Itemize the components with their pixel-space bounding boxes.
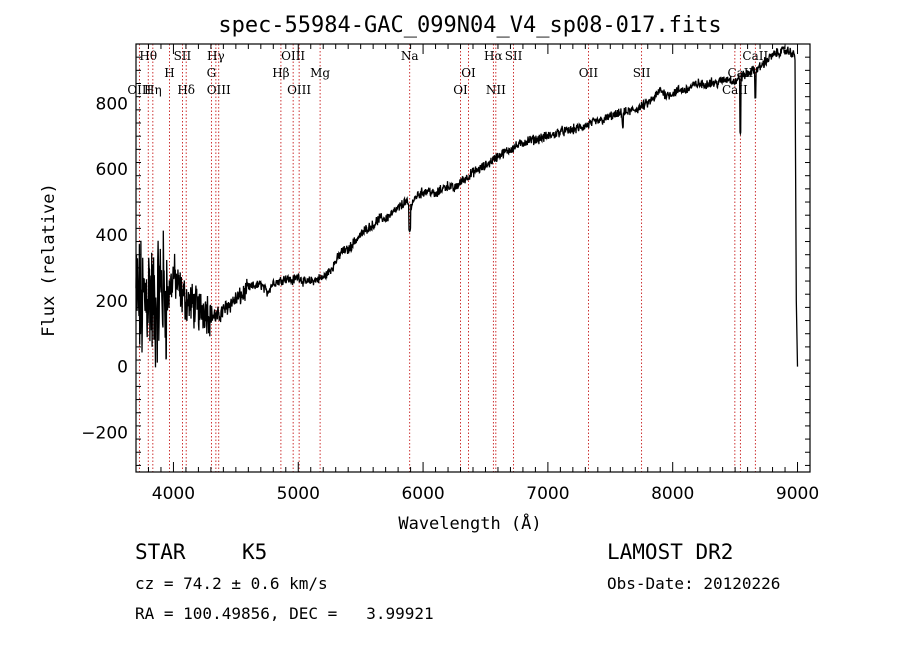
line-label: CaII <box>722 83 748 97</box>
y-tick-label: 600 <box>96 160 128 180</box>
line-label: Hα <box>484 49 503 63</box>
spectrum-line <box>135 46 799 368</box>
y-tick-label: 0 <box>117 358 128 378</box>
line-label: SII <box>633 66 651 80</box>
y-tick-label: −200 <box>81 423 128 443</box>
line-label: G <box>207 66 217 80</box>
obs-date: Obs-Date: 20120226 <box>607 574 781 593</box>
survey-name: LAMOST DR2 <box>607 540 734 564</box>
emission-line-markers: HθOIIIHηHSIIHδHγGOIIIOIIIHβOIIIMgNaOIOIH… <box>127 44 768 472</box>
coordinates: RA = 100.49856, DEC = 3.99921 <box>135 604 434 623</box>
line-label: OIII <box>287 83 311 97</box>
y-tick-label: 400 <box>96 226 128 246</box>
line-label: OII <box>579 66 599 80</box>
chart-title: spec-55984-GAC_099N04_V4_sp08-017.fits <box>218 13 721 38</box>
line-label: OIII <box>127 83 151 97</box>
axis-ticks: 4000 5000 6000 7000 8000 9000 −200 0 200 400 600 80… <box>81 44 819 504</box>
y-tick-label: 200 <box>96 292 128 312</box>
x-axis-label: Wavelength (Å) <box>398 512 541 534</box>
x-tick-label: 7000 <box>526 484 569 504</box>
line-label: OI <box>461 66 476 80</box>
line-label: H <box>164 66 174 80</box>
line-label: Hγ <box>207 49 225 63</box>
line-label: SII <box>505 49 523 63</box>
line-label: Na <box>401 49 419 63</box>
line-label: SII <box>174 49 192 63</box>
line-label: NII <box>486 83 506 97</box>
line-label: Mg <box>310 66 330 80</box>
line-label: Hδ <box>177 83 195 97</box>
y-axis-label: Flux (relative) <box>39 183 59 337</box>
y-tick-label: 800 <box>96 94 128 114</box>
x-tick-label: 6000 <box>401 484 444 504</box>
line-label: OIII <box>207 83 231 97</box>
line-label: Hθ <box>139 49 157 63</box>
x-tick-label: 8000 <box>651 484 694 504</box>
x-tick-label: 4000 <box>152 484 195 504</box>
line-label: Hη <box>144 83 162 97</box>
x-tick-label: 9000 <box>776 484 819 504</box>
line-label: OIII <box>281 49 305 63</box>
redshift-cz: cz = 74.2 ± 0.6 km/s <box>135 574 328 593</box>
line-label: OI <box>453 83 468 97</box>
line-label: CaII <box>742 49 768 63</box>
object-class: STAR <box>135 540 186 564</box>
plot-frame <box>135 43 811 473</box>
object-subclass: K5 <box>242 540 268 564</box>
x-tick-label: 5000 <box>277 484 320 504</box>
line-label: Hβ <box>272 66 289 80</box>
